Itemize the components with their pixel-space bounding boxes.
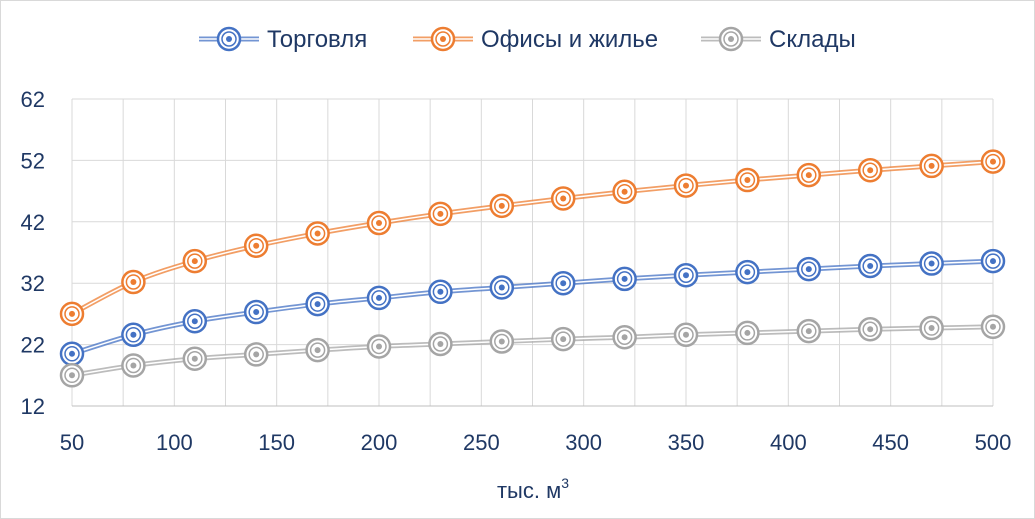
y-tick-label: 32 xyxy=(21,271,45,296)
data-point xyxy=(735,259,760,285)
y-tick-label: 42 xyxy=(21,210,45,235)
data-point xyxy=(550,326,576,352)
x-tick-label: 150 xyxy=(258,430,295,455)
legend-item: Склады xyxy=(701,26,856,53)
data-point xyxy=(366,210,392,236)
data-point xyxy=(121,269,146,295)
legend-label: Склады xyxy=(769,26,856,53)
data-point xyxy=(182,248,208,274)
data-point xyxy=(919,251,944,276)
data-point xyxy=(857,317,883,342)
data-point xyxy=(59,341,85,367)
data-point xyxy=(305,221,330,246)
y-axis-ticks: 12 22 32 42 52 62 xyxy=(21,87,45,419)
data-point xyxy=(735,320,760,346)
data-point xyxy=(121,353,146,378)
series-line-inner xyxy=(71,326,994,377)
series-line-inner xyxy=(71,160,994,315)
legend-marker-icon xyxy=(430,26,456,52)
series-2 xyxy=(59,149,1006,327)
data-point xyxy=(305,337,330,363)
data-point xyxy=(182,309,208,334)
data-point xyxy=(919,315,944,341)
x-tick-label: 100 xyxy=(156,430,193,455)
data-point xyxy=(673,173,699,198)
y-tick-label: 62 xyxy=(21,87,45,112)
x-tick-label: 300 xyxy=(565,430,602,455)
data-point xyxy=(59,301,85,327)
data-point xyxy=(243,233,269,258)
x-tick-label: 200 xyxy=(361,430,398,455)
data-point xyxy=(735,167,760,193)
series-3 xyxy=(59,314,1006,388)
legend-item: Офисы и жилье xyxy=(413,26,658,53)
data-point xyxy=(980,149,1006,174)
legend-label: Торговля xyxy=(267,26,367,53)
data-point xyxy=(550,186,576,211)
data-point xyxy=(796,318,822,344)
data-point xyxy=(796,256,822,282)
x-axis-title: тыс. м3 xyxy=(497,475,569,503)
series-layer xyxy=(59,149,1006,388)
data-point xyxy=(673,262,699,288)
data-point xyxy=(182,346,208,371)
x-tick-label: 450 xyxy=(872,430,909,455)
data-point xyxy=(121,322,146,348)
x-tick-label: 50 xyxy=(60,430,84,455)
data-point xyxy=(612,266,637,292)
data-point xyxy=(612,324,637,350)
x-tick-label: 350 xyxy=(668,430,705,455)
data-point xyxy=(489,329,515,354)
legend: Торговля Офисы и жилье Склады xyxy=(199,26,856,53)
x-tick-label: 400 xyxy=(770,430,807,455)
data-point xyxy=(550,270,576,296)
data-point xyxy=(857,253,883,279)
x-tick-label: 500 xyxy=(975,430,1012,455)
y-tick-label: 12 xyxy=(21,394,45,419)
data-point xyxy=(673,322,699,348)
y-tick-label: 22 xyxy=(21,333,45,358)
data-point xyxy=(305,291,330,317)
x-axis-ticks: 50 100 150 200 250 300 350 400 450 500 xyxy=(60,430,1012,455)
legend-marker-icon xyxy=(216,26,242,52)
legend-item: Торговля xyxy=(199,26,367,53)
data-point xyxy=(366,285,392,311)
x-tick-label: 250 xyxy=(463,430,500,455)
series-line-inner xyxy=(71,260,994,355)
data-point xyxy=(980,314,1006,340)
x-axis-title-superscript: 3 xyxy=(561,475,569,491)
data-point xyxy=(796,162,822,188)
data-point xyxy=(489,275,515,300)
data-point xyxy=(489,193,515,219)
data-point xyxy=(243,342,269,367)
data-point xyxy=(428,279,453,305)
data-point xyxy=(366,334,392,359)
data-point xyxy=(243,299,269,325)
data-point xyxy=(428,201,453,227)
legend-marker-icon xyxy=(718,26,744,52)
data-point xyxy=(59,363,85,388)
data-point xyxy=(857,157,883,183)
data-point xyxy=(919,153,944,179)
series-1 xyxy=(59,248,1006,367)
x-axis-title-text: тыс. м xyxy=(497,478,561,503)
data-point xyxy=(428,331,453,357)
data-point xyxy=(980,248,1006,274)
data-point xyxy=(612,179,637,204)
y-tick-label: 52 xyxy=(21,148,45,173)
legend-label: Офисы и жилье xyxy=(481,26,658,53)
